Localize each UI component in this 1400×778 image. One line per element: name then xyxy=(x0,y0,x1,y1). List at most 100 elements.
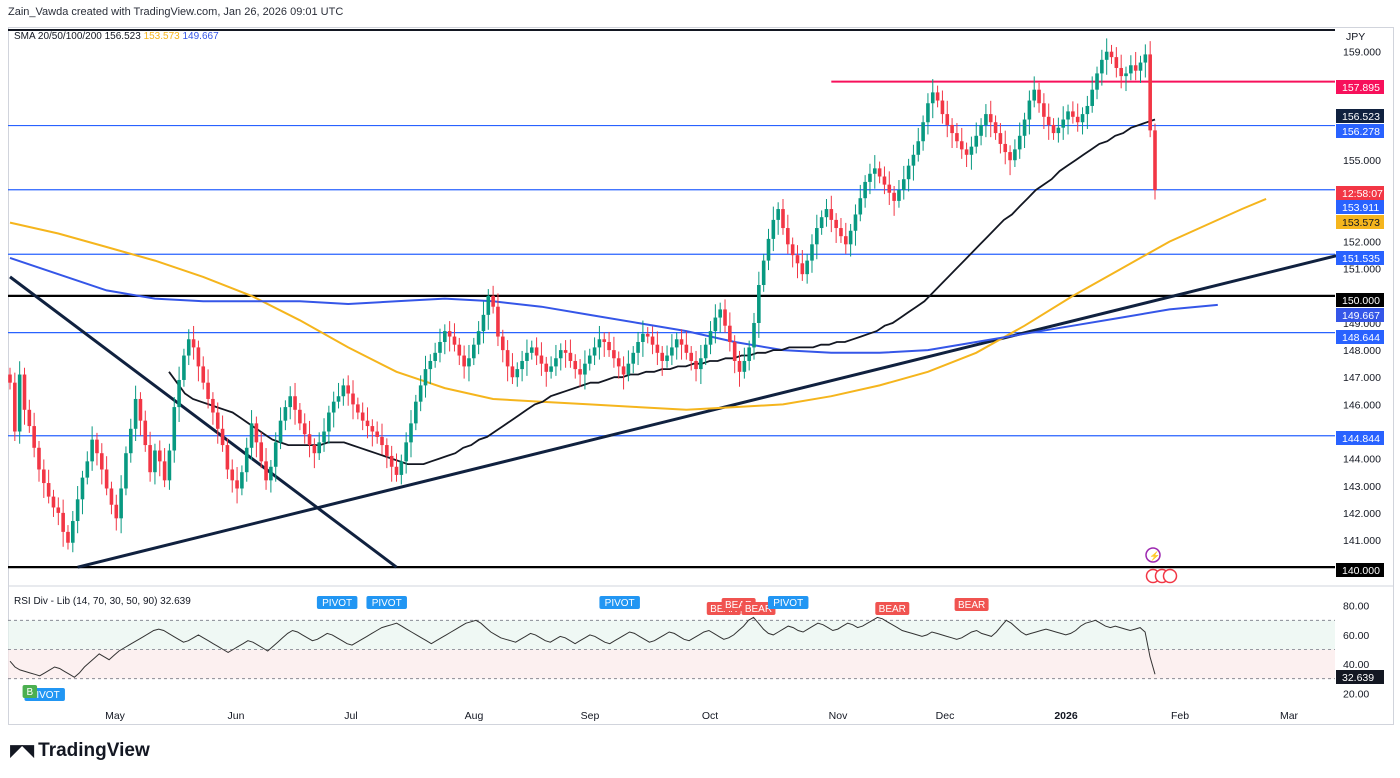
rsi-tick-label: 60.00 xyxy=(1343,630,1369,642)
price-badge-label: 153.911 xyxy=(1342,202,1379,214)
candle-body xyxy=(1075,116,1080,123)
candle-body xyxy=(641,333,645,342)
candle-body xyxy=(385,445,389,456)
candle-body xyxy=(906,165,911,180)
candle-body xyxy=(80,477,85,500)
price-tick-label: 143.000 xyxy=(1343,481,1381,493)
candle-body xyxy=(544,363,549,372)
candle-body xyxy=(17,374,22,432)
signal-badge-label: BEAR xyxy=(958,600,985,611)
rsi-legend: RSI Div - Lib (14, 70, 30, 50, 90) 32.63… xyxy=(14,596,191,607)
candle-body xyxy=(240,472,244,489)
candle-body xyxy=(655,344,660,353)
candle-body xyxy=(37,447,41,470)
candle-body xyxy=(525,352,529,361)
candle-body xyxy=(694,360,698,370)
candle-body xyxy=(1027,100,1032,120)
candle-body xyxy=(844,236,848,245)
candle-body xyxy=(612,350,616,359)
sma50-line xyxy=(168,118,1156,465)
candle-body xyxy=(476,331,481,345)
candle-body xyxy=(341,385,346,397)
candle-body xyxy=(1100,59,1104,74)
bull-badge xyxy=(22,685,38,698)
candle-body xyxy=(491,295,495,307)
candle-body xyxy=(723,309,727,326)
candle-body xyxy=(752,322,756,348)
candle-body xyxy=(90,439,94,462)
candle-body xyxy=(950,124,954,134)
candle-body xyxy=(225,445,230,470)
lightning-icon xyxy=(1145,547,1161,563)
candle-body xyxy=(689,352,694,361)
candle-body xyxy=(790,244,795,256)
rsi-tick-label: 80.00 xyxy=(1343,601,1369,613)
price-tick-label: 152.000 xyxy=(1343,237,1381,249)
candle-body xyxy=(1090,89,1094,106)
candle-body xyxy=(481,314,486,332)
candle-body xyxy=(529,347,534,353)
sma-legend-value: 153.573 xyxy=(144,31,183,42)
candle-body xyxy=(1037,89,1041,104)
candle-body xyxy=(1046,116,1051,125)
candle-body xyxy=(1080,114,1085,123)
candle-body xyxy=(520,360,524,370)
candle-body xyxy=(1056,127,1061,134)
price-badge xyxy=(1336,563,1384,577)
candle-body xyxy=(901,179,906,191)
candle-body xyxy=(428,360,433,370)
signal-badge-label: PIVOT xyxy=(322,598,352,609)
candle-body xyxy=(1114,57,1119,68)
candle-body xyxy=(1066,111,1070,120)
candle-body xyxy=(882,176,887,185)
candle-body xyxy=(747,347,751,361)
candle-body xyxy=(815,228,819,245)
candle-body xyxy=(587,355,592,364)
candle-body xyxy=(674,339,679,348)
price-badge xyxy=(1336,186,1384,200)
candle-body xyxy=(699,358,703,370)
rsi-upper-band xyxy=(8,620,1335,650)
candle-body xyxy=(336,396,341,402)
x-tick-label: Mar xyxy=(1280,710,1299,722)
brand-label: TradingView xyxy=(38,740,150,761)
candle-body xyxy=(167,450,172,481)
price-badge xyxy=(1336,80,1384,94)
candle-body xyxy=(85,461,90,478)
candle-body xyxy=(244,447,249,473)
candle-body xyxy=(8,374,12,383)
candle-body xyxy=(211,398,215,413)
candle-body xyxy=(858,198,863,215)
price-badge xyxy=(1336,124,1384,138)
candle-body xyxy=(1104,51,1109,60)
candle-body xyxy=(109,488,114,505)
candle-body xyxy=(273,442,278,467)
candle-body xyxy=(757,285,761,323)
candle-body xyxy=(447,331,452,337)
x-tick-label: May xyxy=(105,710,126,722)
candle-body xyxy=(945,114,950,125)
candle-body xyxy=(718,309,722,318)
candle-body xyxy=(133,398,138,429)
candle-body xyxy=(293,396,297,410)
candle-body xyxy=(215,412,220,429)
signal-badge-label: BEAR xyxy=(745,604,772,615)
x-tick-label: Jun xyxy=(228,710,245,722)
candle-body xyxy=(829,209,834,220)
tradingview-logo-icon: ◤◥ xyxy=(10,741,34,760)
price-badge xyxy=(1336,109,1384,123)
candle-body xyxy=(394,466,399,475)
price-badge xyxy=(1336,251,1384,265)
tradingview-logo[interactable]: ◤◥ TradingView xyxy=(10,740,150,762)
candle-body xyxy=(148,445,152,473)
candle-body xyxy=(177,379,181,408)
price-badge-label: 150.000 xyxy=(1342,295,1380,307)
candle-body xyxy=(1138,62,1143,71)
candle-body xyxy=(563,350,568,353)
candle-body xyxy=(602,339,607,342)
candle-body xyxy=(457,344,462,356)
price-badge-label: 157.895 xyxy=(1342,82,1380,94)
candle-body xyxy=(32,426,36,448)
price-badge-label: 156.523 xyxy=(1342,111,1380,123)
